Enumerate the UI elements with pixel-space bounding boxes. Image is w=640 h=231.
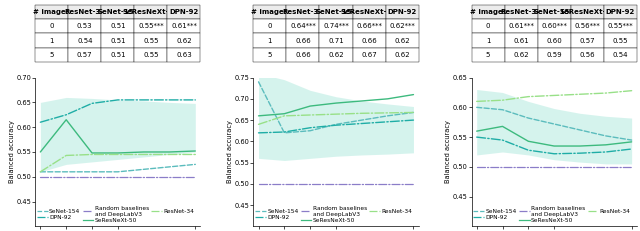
Y-axis label: Balanced accuracy: Balanced accuracy xyxy=(9,121,15,183)
Y-axis label: Balanced accuracy: Balanced accuracy xyxy=(227,121,233,183)
Legend: SeNet-154, DPN-92, Random baselines
and DeepLabV3, SeResNeXt-50, ResNet-34: SeNet-154, DPN-92, Random baselines and … xyxy=(35,204,196,225)
Y-axis label: Balanced accuracy: Balanced accuracy xyxy=(445,121,451,183)
Legend: SeNet-154, DPN-92, Random baselines
and DeepLabV3, SeResNeXt-50, ResNet-34: SeNet-154, DPN-92, Random baselines and … xyxy=(471,204,633,225)
Legend: SeNet-154, DPN-92, Random baselines
and DeepLabV3, SeResNeXt-50, ResNet-34: SeNet-154, DPN-92, Random baselines and … xyxy=(253,204,415,225)
